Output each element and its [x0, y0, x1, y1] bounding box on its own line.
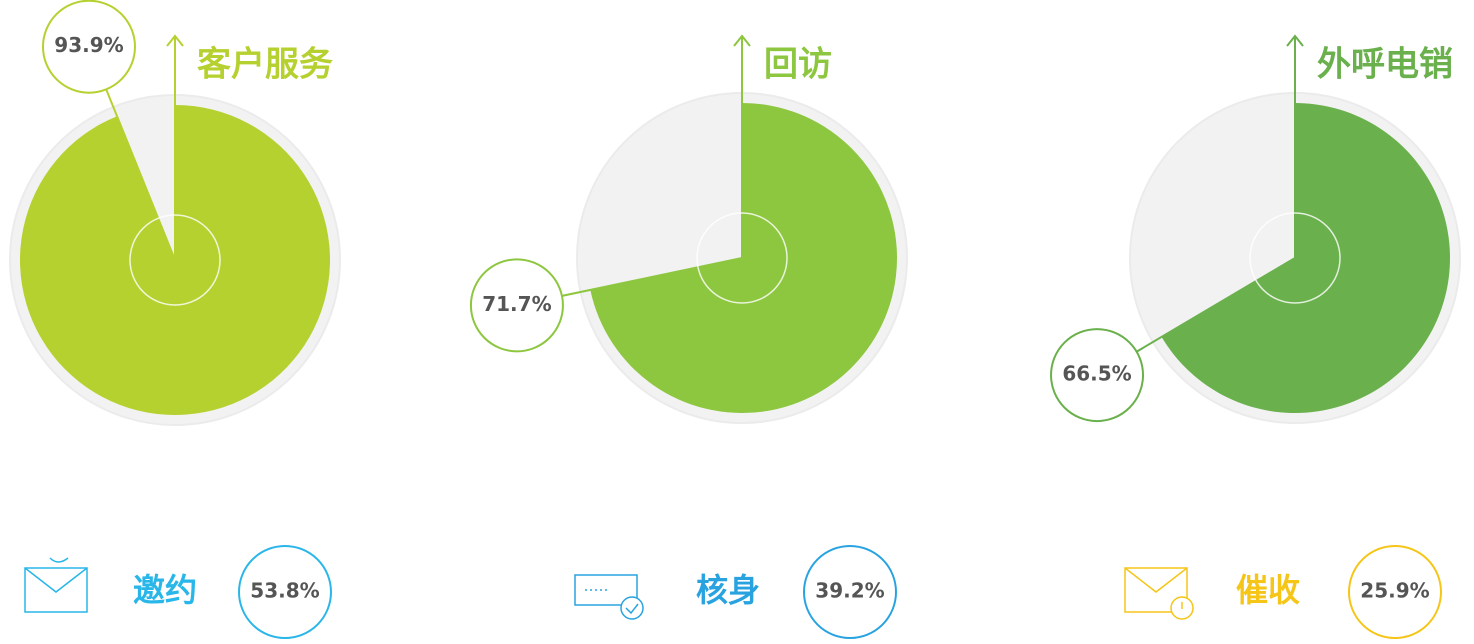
stat-value: 53.8% [250, 579, 319, 603]
value-bubble [42, 0, 136, 94]
pie-title: 外呼电销 [1317, 45, 1453, 85]
arrow-head [733, 34, 751, 47]
icon-head [696, 212, 788, 304]
icon-head [129, 214, 221, 306]
value-label: 93.9% [54, 33, 123, 57]
pie-title: 回访 [764, 45, 832, 85]
value-label: 71.7% [482, 292, 551, 316]
arrow-head [1286, 34, 1304, 47]
value-bubble [469, 258, 564, 353]
invite-icon [24, 557, 88, 613]
stat-label: 核身 [696, 571, 760, 609]
stat-bubble [1348, 545, 1442, 639]
stat-value: 39.2% [815, 579, 884, 603]
stat-bubble [803, 545, 897, 639]
pie-slice [1161, 103, 1450, 414]
collect-icon [1124, 567, 1194, 620]
arrow-head [166, 34, 184, 47]
icon-head [1249, 212, 1341, 304]
value-label: 66.5% [1062, 362, 1131, 386]
id-icon [574, 574, 644, 620]
pie-title: 客户服务 [197, 45, 333, 85]
icons [24, 557, 1194, 620]
stat-value: 25.9% [1360, 579, 1429, 603]
stat-label: 邀约 [133, 571, 197, 609]
pie-slice [590, 103, 897, 413]
stat-bubble [238, 545, 332, 639]
stat-label: 催收 [1236, 571, 1300, 609]
value-bubble [1050, 328, 1145, 423]
